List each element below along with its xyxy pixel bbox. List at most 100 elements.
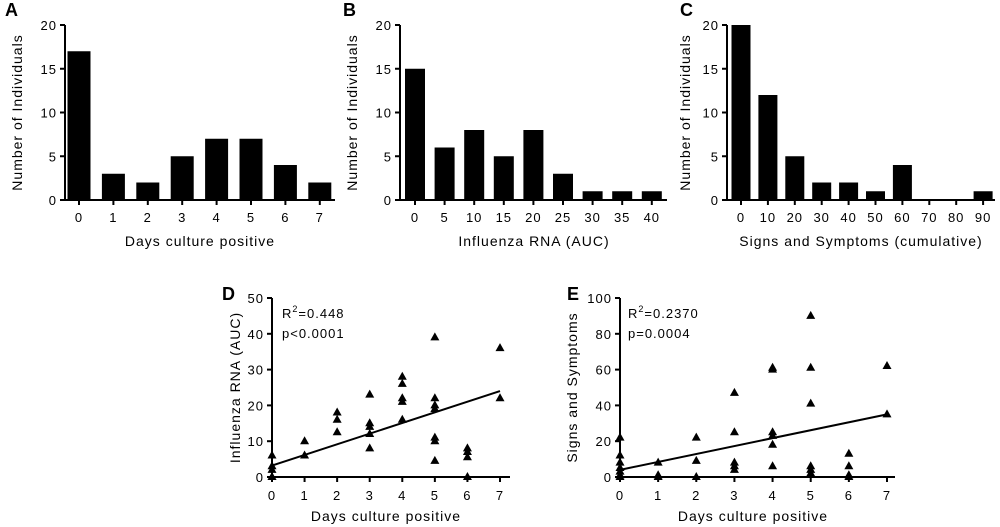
- y-tick-label: 80: [596, 327, 612, 342]
- x-tick-label: 0: [411, 210, 419, 225]
- p-value-annotation: p<0.0001: [282, 326, 345, 341]
- x-tick-label: 4: [398, 488, 406, 503]
- y-tick-label: 20: [376, 18, 392, 33]
- data-point: [300, 436, 310, 445]
- data-point: [729, 387, 739, 396]
- x-tick-label: 70: [921, 210, 937, 225]
- data-point: [365, 429, 375, 438]
- x-tick-label: 7: [316, 210, 324, 225]
- x-tick-label: 10: [760, 210, 776, 225]
- y-tick-label: 0: [49, 193, 57, 208]
- x-tick-label: 50: [867, 210, 883, 225]
- x-tick-label: 25: [555, 210, 571, 225]
- y-tick-label: 20: [596, 434, 612, 449]
- data-point: [365, 443, 375, 452]
- y-axis-label: Influenza RNA (AUC): [227, 312, 243, 463]
- y-tick-label: 10: [248, 434, 264, 449]
- data-point: [365, 389, 375, 398]
- data-point: [397, 378, 407, 387]
- data-point: [267, 472, 277, 480]
- bar: [205, 138, 229, 200]
- data-point: [365, 421, 375, 430]
- r-superscript: 2: [292, 304, 298, 314]
- x-tick-label: 10: [466, 210, 482, 225]
- data-point: [844, 461, 854, 470]
- x-axis-label: Influenza RNA (AUC): [458, 233, 609, 249]
- bar: [170, 156, 194, 200]
- data-point: [495, 393, 505, 402]
- y-tick-label: 0: [256, 470, 264, 485]
- bar: [785, 156, 805, 200]
- data-point: [806, 310, 816, 319]
- data-point: [768, 430, 778, 439]
- bar: [434, 147, 455, 200]
- y-tick-label: 50: [248, 291, 264, 306]
- x-tick-label: 2: [333, 488, 341, 503]
- y-tick-label: 30: [248, 363, 264, 378]
- x-tick-label: 1: [109, 210, 117, 225]
- panel-label: A: [5, 0, 18, 20]
- bar: [493, 156, 514, 200]
- bar: [405, 68, 425, 200]
- x-tick-label: 15: [496, 210, 512, 225]
- x-tick-label: 40: [840, 210, 856, 225]
- x-tick-label: 5: [431, 488, 439, 503]
- x-tick-label: 7: [496, 488, 504, 503]
- y-tick-label: 40: [248, 327, 264, 342]
- x-tick-label: 30: [813, 210, 829, 225]
- y-tick-label: 15: [703, 62, 719, 77]
- bar: [136, 182, 160, 200]
- panel-label: B: [343, 0, 356, 20]
- bar: [239, 138, 263, 200]
- x-tick-label: 60: [894, 210, 910, 225]
- data-point: [615, 450, 625, 459]
- y-tick-label: 0: [711, 193, 719, 208]
- data-point: [462, 472, 472, 480]
- x-tick-label: 1: [300, 488, 308, 503]
- y-axis-label: Number of Individuals: [9, 34, 25, 190]
- data-point: [397, 396, 407, 405]
- y-tick-label: 15: [376, 62, 392, 77]
- x-tick-label: 5: [247, 210, 255, 225]
- r-superscript: 2: [638, 304, 644, 314]
- y-tick-label: 0: [604, 470, 612, 485]
- x-tick-label: 5: [807, 488, 815, 503]
- x-tick-label: 90: [975, 210, 991, 225]
- data-point: [332, 427, 342, 436]
- data-point: [729, 464, 739, 473]
- data-point: [691, 472, 701, 480]
- y-tick-label: 15: [41, 62, 57, 77]
- bar: [464, 130, 485, 200]
- y-tick-label: 20: [703, 18, 719, 33]
- data-point: [768, 364, 778, 373]
- y-tick-label: 100: [587, 291, 612, 306]
- x-axis-label: Days culture positive: [311, 508, 461, 524]
- r-squared-value: =0.448: [298, 306, 344, 321]
- x-tick-label: 6: [845, 488, 853, 503]
- x-tick-label: 3: [178, 210, 186, 225]
- x-axis-label: Signs and Symptoms (cumulative): [739, 233, 982, 249]
- data-point: [806, 398, 816, 407]
- bar: [308, 182, 332, 200]
- x-tick-label: 5: [440, 210, 448, 225]
- data-point: [462, 446, 472, 455]
- bar: [67, 51, 91, 200]
- y-tick-label: 5: [49, 149, 57, 164]
- x-tick-label: 0: [268, 488, 276, 503]
- x-tick-label: 4: [768, 488, 776, 503]
- x-tick-label: 3: [366, 488, 374, 503]
- r-label: R: [628, 306, 638, 321]
- regression-line: [271, 390, 501, 467]
- x-tick-label: 4: [212, 210, 220, 225]
- y-tick-label: 20: [41, 18, 57, 33]
- x-axis-label: Days culture positive: [678, 508, 828, 524]
- r-squared-annotation: R2=0.448: [282, 304, 345, 321]
- data-point: [653, 457, 663, 466]
- data-point: [768, 439, 778, 448]
- x-tick-label: 20: [525, 210, 541, 225]
- bar: [273, 165, 297, 200]
- bar: [731, 25, 751, 200]
- data-point: [691, 432, 701, 441]
- y-tick-label: 20: [248, 398, 264, 413]
- x-tick-label: 6: [281, 210, 289, 225]
